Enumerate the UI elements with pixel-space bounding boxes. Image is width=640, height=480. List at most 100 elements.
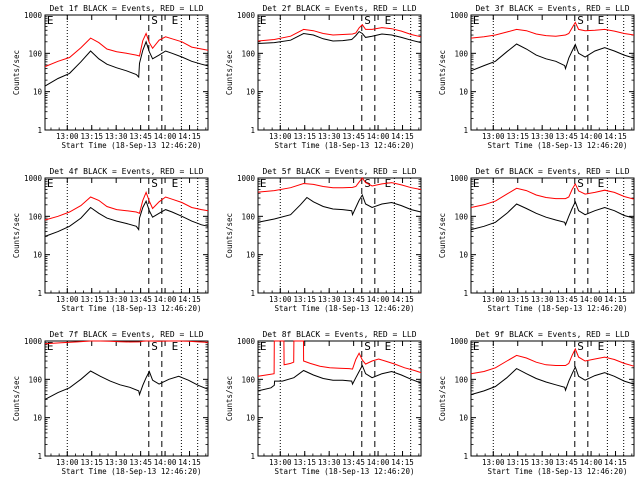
x-tick-label: 13:30 xyxy=(105,458,128,467)
y-tick-label: 1 xyxy=(463,289,468,298)
plot-frame xyxy=(44,177,209,294)
x-tick-label: 14:00 xyxy=(367,458,390,467)
y-tick-label: 100 xyxy=(28,49,42,58)
y-tick-label: 1 xyxy=(37,452,42,461)
panel-title: Det 1f BLACK = Events, RED = LLD xyxy=(49,4,203,13)
y-axis-label: Counts/sec xyxy=(12,50,21,95)
marker-label-s: S xyxy=(364,340,371,353)
plot-frame xyxy=(470,177,635,294)
x-tick-label: 13:30 xyxy=(105,132,128,141)
x-axis-label: Start Time (18-Sep-13 12:46:20) xyxy=(488,467,628,476)
detector-panel-9: Det 9f BLACK = Events, RED = LLD 1 10 100 10… xyxy=(438,330,635,476)
x-tick-label: 14:15 xyxy=(391,132,414,141)
marker-label-e: E xyxy=(473,177,480,190)
x-tick-label: 14:15 xyxy=(604,132,627,141)
y-tick-label: 1000 xyxy=(450,11,469,20)
marker-label-e: E xyxy=(385,14,392,27)
x-tick-label: 14:15 xyxy=(178,458,201,467)
lld-series-line xyxy=(257,23,422,42)
y-tick-label: 1000 xyxy=(24,337,43,346)
y-tick-label: 1 xyxy=(250,126,255,135)
plot-frame xyxy=(257,177,422,294)
lld-series-line xyxy=(257,177,422,193)
x-tick-label: 14:15 xyxy=(604,295,627,304)
plot-frame xyxy=(44,340,209,457)
x-tick-label: 13:30 xyxy=(531,132,554,141)
y-tick-label: 10 xyxy=(33,88,43,97)
plot-frame xyxy=(257,340,422,457)
x-tick-label: 13:45 xyxy=(129,295,152,304)
x-tick-label: 13:45 xyxy=(129,132,152,141)
x-tick-label: 14:00 xyxy=(367,295,390,304)
events-series-line xyxy=(470,200,635,231)
marker-label-s: S xyxy=(364,14,371,27)
x-axis-label: Start Time (18-Sep-13 12:46:20) xyxy=(275,141,415,150)
y-axis-label: Counts/sec xyxy=(225,376,234,421)
y-tick-label: 10 xyxy=(246,88,256,97)
x-tick-label: 13:30 xyxy=(318,295,341,304)
y-tick-label: 1 xyxy=(463,126,468,135)
x-tick-label: 13:00 xyxy=(482,295,505,304)
plot-frame xyxy=(257,14,422,131)
marker-label-e: E xyxy=(473,14,480,27)
x-axis-label: Start Time (18-Sep-13 12:46:20) xyxy=(275,304,415,313)
events-series-line xyxy=(257,193,422,223)
marker-label-s: S xyxy=(151,340,158,353)
x-tick-label: 13:15 xyxy=(293,132,316,141)
marker-label-e: E xyxy=(598,14,605,27)
panel-title: Det 7f BLACK = Events, RED = LLD xyxy=(49,330,203,339)
marker-label-s: S xyxy=(577,14,584,27)
y-tick-label: 1000 xyxy=(450,174,469,183)
x-tick-label: 13:15 xyxy=(506,458,529,467)
marker-label-s: S xyxy=(577,177,584,190)
detector-panel-7: Det 7f BLACK = Events, RED = LLD 1 10 100 10… xyxy=(12,330,209,476)
x-tick-label: 14:00 xyxy=(154,458,177,467)
y-tick-label: 10 xyxy=(246,414,256,423)
y-tick-label: 100 xyxy=(241,212,255,221)
x-tick-label: 13:15 xyxy=(293,295,316,304)
y-axis-label: Counts/sec xyxy=(225,213,234,258)
x-tick-label: 13:45 xyxy=(555,295,578,304)
panel-title: Det 8f BLACK = Events, RED = LLD xyxy=(262,330,416,339)
x-tick-label: 13:15 xyxy=(80,295,103,304)
x-tick-label: 13:00 xyxy=(269,132,292,141)
plot-frame xyxy=(44,14,209,131)
x-tick-label: 13:45 xyxy=(129,458,152,467)
detector-panel-8: Det 8f BLACK = Events, RED = LLD 1 10 100 10… xyxy=(225,330,422,476)
x-tick-label: 13:00 xyxy=(56,458,79,467)
marker-label-e: E xyxy=(47,177,54,190)
panel-title: Det 5f BLACK = Events, RED = LLD xyxy=(262,167,416,176)
x-tick-label: 13:15 xyxy=(506,132,529,141)
detector-panel-2: Det 2f BLACK = Events, RED = LLD 1 10 100 10… xyxy=(225,4,422,150)
y-tick-label: 1000 xyxy=(237,11,256,20)
lld-series-line xyxy=(257,340,422,377)
marker-label-e: E xyxy=(47,14,54,27)
detector-panel-6: Det 6f BLACK = Events, RED = LLD 1 10 100 10… xyxy=(438,167,635,313)
x-tick-label: 13:00 xyxy=(269,458,292,467)
y-axis-label: Counts/sec xyxy=(438,213,447,258)
y-tick-label: 1000 xyxy=(237,174,256,183)
marker-label-e: E xyxy=(260,340,267,353)
marker-label-e: E xyxy=(598,340,605,353)
y-tick-label: 1 xyxy=(250,289,255,298)
y-axis-label: Counts/sec xyxy=(12,213,21,258)
y-tick-label: 100 xyxy=(241,49,255,58)
x-tick-label: 14:00 xyxy=(580,132,603,141)
x-tick-label: 14:15 xyxy=(178,295,201,304)
detector-panel-1: Det 1f BLACK = Events, RED = LLD 1 10 100 10… xyxy=(12,4,209,150)
marker-label-e: E xyxy=(260,177,267,190)
x-tick-label: 13:45 xyxy=(342,458,365,467)
marker-label-e: E xyxy=(598,177,605,190)
y-tick-label: 10 xyxy=(33,414,43,423)
y-tick-label: 100 xyxy=(28,375,42,384)
y-tick-label: 10 xyxy=(33,251,43,260)
y-tick-label: 100 xyxy=(454,375,468,384)
lld-series-line xyxy=(44,32,209,68)
x-tick-label: 14:00 xyxy=(580,295,603,304)
lld-series-line xyxy=(470,21,635,39)
y-tick-label: 10 xyxy=(459,251,469,260)
y-axis-label: Counts/sec xyxy=(225,50,234,95)
events-series-line xyxy=(44,40,209,87)
x-tick-label: 13:45 xyxy=(555,132,578,141)
